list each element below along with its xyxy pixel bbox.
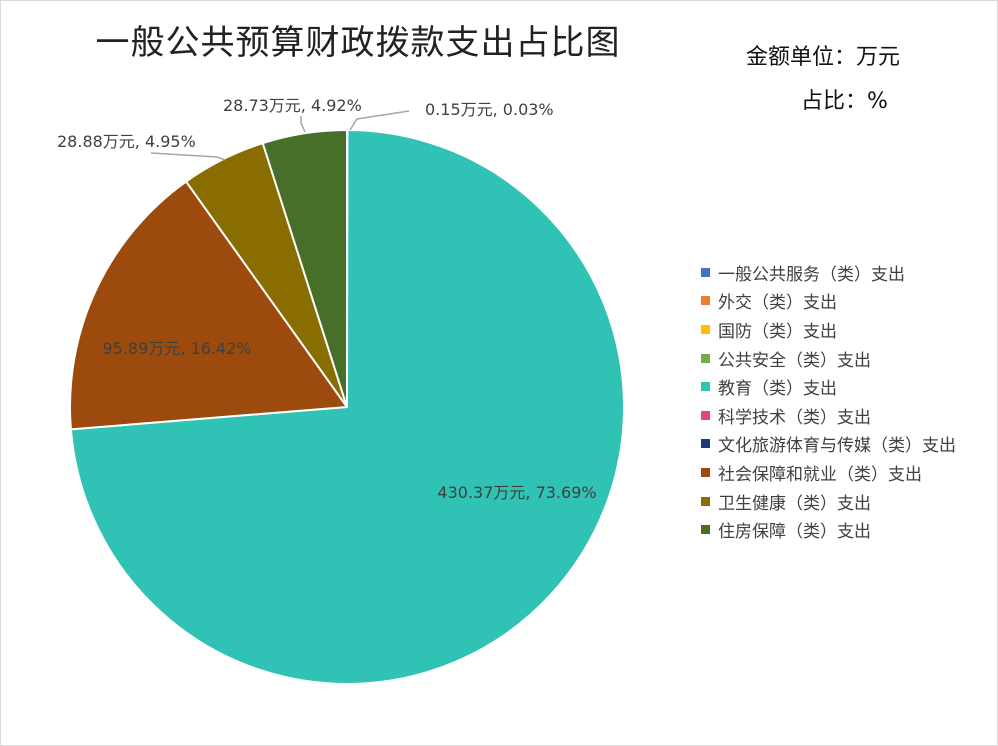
legend-item: 社会保障和就业（类）支出 bbox=[701, 458, 956, 487]
legend-swatch bbox=[701, 439, 710, 449]
legend-swatch bbox=[701, 467, 710, 477]
legend-item: 公共安全（类）支出 bbox=[701, 344, 956, 373]
legend-swatch bbox=[701, 324, 710, 334]
pie-slice-9 bbox=[261, 129, 348, 408]
leader-line-9 bbox=[300, 116, 306, 133]
legend-label: 一般公共服务（类）支出 bbox=[718, 264, 905, 285]
legend-item: 一般公共服务（类）支出 bbox=[701, 258, 956, 287]
legend-item: 卫生健康（类）支出 bbox=[701, 487, 956, 516]
legend-item: 文化旅游体育与传媒（类）支出 bbox=[701, 430, 956, 459]
legend-label: 住房保障（类）支出 bbox=[718, 522, 871, 543]
legend-swatch bbox=[701, 353, 710, 363]
legend-swatch bbox=[701, 410, 710, 420]
legend-swatch bbox=[701, 525, 710, 535]
data-label-4: 430.37万元, 73.69% bbox=[437, 483, 596, 502]
data-label-8: 28.88万元, 4.95% bbox=[57, 132, 196, 151]
data-label-7: 95.89万元, 16.42% bbox=[103, 339, 252, 358]
legend-item: 国防（类）支出 bbox=[701, 315, 956, 344]
unit-percent-label: 占比：% bbox=[801, 89, 888, 114]
unit-amount-label: 金额单位：万元 bbox=[746, 45, 901, 70]
legend-label: 卫生健康（类）支出 bbox=[718, 493, 871, 514]
legend-label: 社会保障和就业（类）支出 bbox=[718, 464, 922, 485]
legend-label: 科学技术（类）支出 bbox=[718, 407, 871, 428]
pie-slice-7 bbox=[69, 180, 348, 431]
legend-swatch bbox=[701, 267, 710, 277]
legend-label: 文化旅游体育与传媒（类）支出 bbox=[718, 436, 956, 457]
legend-item: 科学技术（类）支出 bbox=[701, 401, 956, 430]
legend-label: 外交（类）支出 bbox=[718, 293, 837, 314]
leader-line-8 bbox=[150, 152, 226, 161]
legend-label: 教育（类）支出 bbox=[718, 379, 837, 400]
legend-swatch bbox=[701, 496, 710, 506]
legend-item: 外交（类）支出 bbox=[701, 287, 956, 316]
legend-label: 国防（类）支出 bbox=[718, 321, 837, 342]
legend-item: 教育（类）支出 bbox=[701, 372, 956, 401]
leader-line-0 bbox=[349, 110, 410, 131]
data-label-9: 28.73万元, 4.92% bbox=[223, 96, 362, 115]
legend: 一般公共服务（类）支出 外交（类）支出 国防（类）支出公共安全（类）支出 教育（类）支… bbox=[701, 258, 956, 544]
legend-label: 公共安全（类）支出 bbox=[718, 350, 871, 371]
legend-swatch bbox=[701, 296, 710, 306]
legend-swatch bbox=[701, 382, 710, 392]
data-label-0: 0.15万元, 0.03% bbox=[425, 100, 554, 119]
legend-item: 住房保障（类）支出 bbox=[701, 515, 956, 544]
chart-title: 一般公共预算财政拨款支出占比图 bbox=[95, 23, 621, 63]
